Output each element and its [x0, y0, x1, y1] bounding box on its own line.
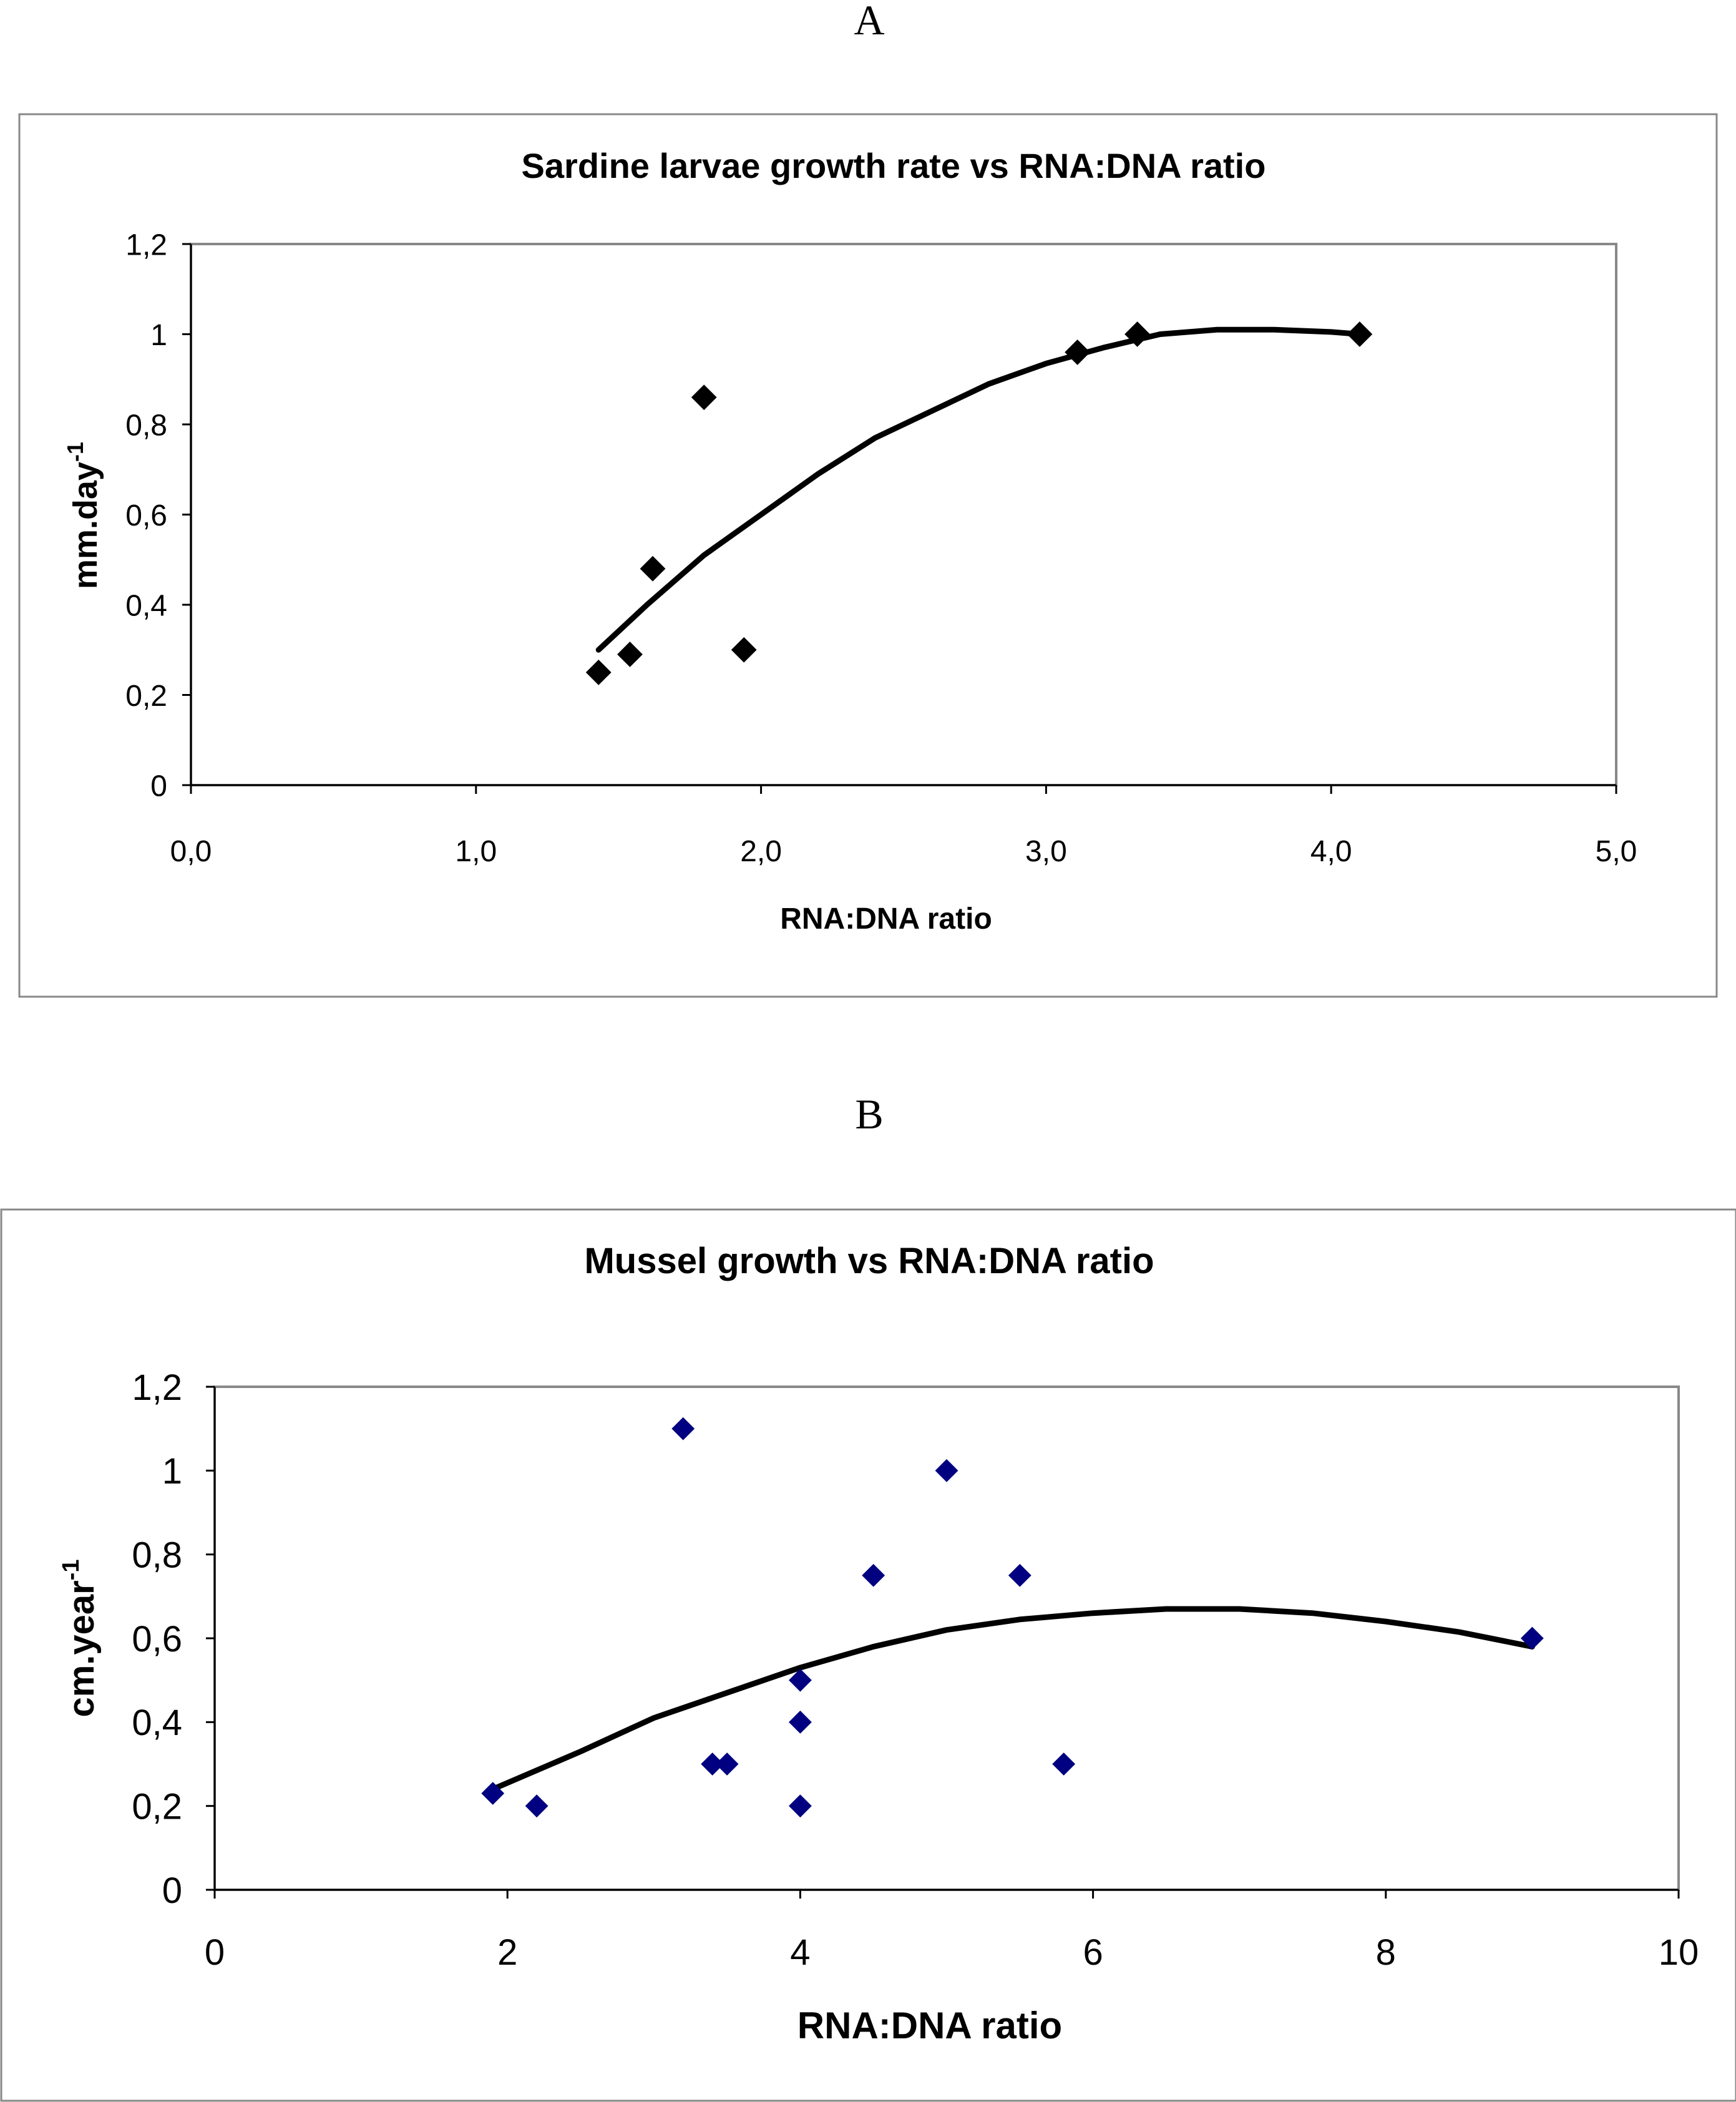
panel-a-data-point — [1124, 321, 1150, 347]
panel-b-data-point — [788, 1794, 812, 1818]
panel-b-data-point — [1520, 1626, 1544, 1650]
panel-a-x-tick-label: 3,0 — [1025, 835, 1067, 868]
panel-a-y-ticks: 0 0,2 0,4 0,6 0,8 1 1,2 — [125, 228, 191, 803]
panel-b-y-tick-label: 1,2 — [132, 1367, 182, 1408]
panel-b-y-tick-label: 0,4 — [132, 1703, 182, 1743]
panel-b-data-point — [671, 1417, 695, 1440]
panel-b-title: Mussel growth vs RNA:DNA ratio — [584, 1241, 1154, 1281]
panel-b-y-ticks: 0 0,2 0,4 0,6 0,8 1 1,2 — [132, 1367, 215, 1911]
panel-a-x-tick-label: 5,0 — [1596, 835, 1637, 868]
panel-b-x-tick-label: 2 — [497, 1932, 517, 1973]
panel-b-data-point — [525, 1794, 549, 1818]
panel-b-data-point — [481, 1782, 505, 1805]
panel-a-data-point — [731, 637, 757, 663]
panel-b-x-axis-label: RNA:DNA ratio — [797, 2005, 1062, 2046]
panel-b-x-tick-label: 0 — [205, 1932, 225, 1973]
panel-b-x-tick-label: 6 — [1083, 1932, 1103, 1973]
panel-a-trendline-group — [595, 326, 1363, 653]
panel-a-data-point — [1347, 321, 1373, 347]
panel-a-x-ticks: 0,0 1,0 2,0 3,0 4,0 5,0 — [170, 785, 1637, 868]
panel-a-letter: A — [854, 0, 884, 44]
panel-a-points — [585, 321, 1373, 685]
panel-b-data-point — [1052, 1752, 1076, 1776]
panel-a: A Sardine larvae growth rate vs RNA:DNA … — [18, 0, 1718, 998]
panel-a-y-tick-label: 0 — [150, 770, 167, 803]
panel-b-y-tick-label: 1 — [162, 1451, 182, 1492]
panel-a-y-tick-label: 0,6 — [125, 499, 167, 532]
panel-a-y-tick-label: 0,8 — [125, 409, 167, 442]
panel-b-y-axis-label-sup: -1 — [58, 1559, 84, 1580]
panel-b-data-point — [862, 1563, 885, 1587]
panel-a-y-tick-label: 0,2 — [125, 680, 167, 713]
panel-b-x-tick-label: 4 — [790, 1932, 810, 1973]
panel-b-y-axis-label: cm.year-1 — [58, 1559, 102, 1717]
panel-b-data-point — [1008, 1563, 1031, 1587]
panel-a-x-tick-label: 4,0 — [1310, 835, 1352, 868]
panel-a-data-point — [1065, 339, 1091, 365]
panel-b-data-point — [788, 1668, 812, 1692]
panel-b-x-tick-label: 10 — [1659, 1932, 1699, 1973]
panel-b-y-tick-label: 0,6 — [132, 1619, 182, 1660]
panel-a-y-axis-label-sup: -1 — [62, 442, 88, 462]
panel-a-x-axis-label: RNA:DNA ratio — [780, 902, 992, 936]
panel-a-data-point — [640, 555, 666, 582]
panel-b-letter: B — [855, 1090, 883, 1138]
panel-b-trendline-group — [490, 1606, 1535, 1792]
panel-a-trendline — [595, 326, 1363, 653]
panel-a-y-tick-label: 1 — [150, 319, 167, 352]
panel-b-data-point — [788, 1710, 812, 1734]
panel-b-data-point — [935, 1459, 958, 1482]
panel-a-data-point — [691, 384, 717, 411]
panel-a-y-axis-label-text: mm.day — [67, 462, 104, 589]
panel-b-y-tick-label: 0 — [162, 1870, 182, 1911]
panel-b-y-tick-label: 0,2 — [132, 1787, 182, 1827]
panel-a-x-tick-label: 2,0 — [740, 835, 782, 868]
panel-b-trendline — [490, 1606, 1535, 1792]
panel-a-y-tick-label: 1,2 — [125, 228, 167, 262]
panel-a-title: Sardine larvae growth rate vs RNA:DNA ra… — [522, 146, 1266, 185]
panel-b-points — [481, 1417, 1544, 1818]
panel-a-plot-area — [190, 243, 1617, 786]
panel-b-x-ticks: 0 2 4 6 8 10 — [205, 1890, 1699, 1973]
panel-a-y-axis-label: mm.day-1 — [62, 442, 104, 589]
panel-a-x-tick-label: 0,0 — [170, 835, 212, 868]
panel-a-data-point — [617, 642, 643, 667]
panel-b-data-point — [715, 1752, 739, 1776]
panel-a-data-point — [585, 659, 612, 685]
panel-b-x-tick-label: 8 — [1376, 1932, 1396, 1973]
panel-a-x-tick-label: 1,0 — [455, 835, 497, 868]
panel-a-y-tick-label: 0,4 — [125, 589, 167, 622]
panel-b-y-tick-label: 0,8 — [132, 1535, 182, 1576]
panel-b: B Mussel growth vs RNA:DNA ratio 0 0,2 0,4… — [0, 1090, 1736, 2102]
panel-b-y-axis-label-text: cm.year — [61, 1580, 102, 1717]
